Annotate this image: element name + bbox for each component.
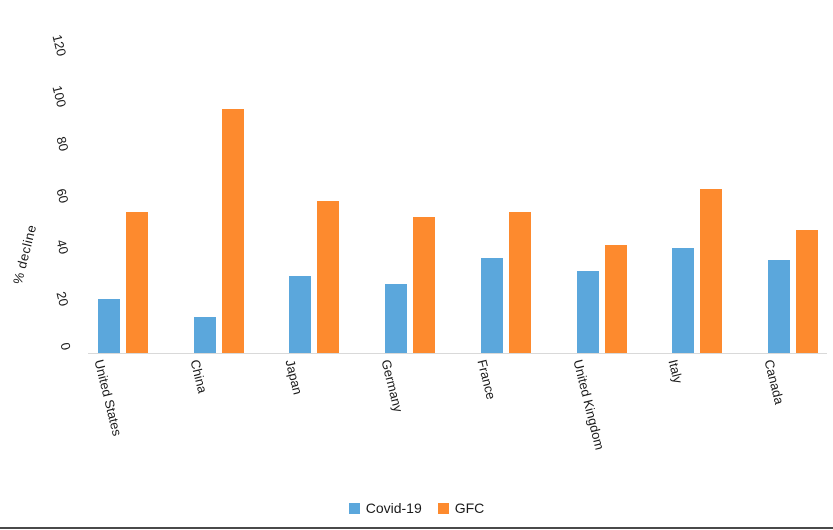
legend-swatch-icon xyxy=(348,502,360,514)
y-axis-title: % decline xyxy=(10,222,40,286)
bar-gfc xyxy=(508,211,531,353)
y-tick-label: 60 xyxy=(53,186,72,205)
y-tick-label: 120 xyxy=(49,32,70,58)
bar-gfc xyxy=(795,229,818,353)
legend-label: GFC xyxy=(454,500,485,516)
x-category-label: China xyxy=(187,358,210,395)
legend: Covid-19 GFC xyxy=(0,500,833,516)
x-category-label: Germany xyxy=(378,358,407,414)
legend-item: Covid-19 xyxy=(348,500,422,516)
bar-covid-19 xyxy=(576,270,599,353)
x-category-label: Canada xyxy=(761,358,787,406)
bar-covid-19 xyxy=(289,275,312,353)
x-category-label: France xyxy=(474,358,499,401)
legend-item: GFC xyxy=(437,500,485,516)
x-category-label: Italy xyxy=(665,358,686,385)
y-tick-label: 80 xyxy=(53,135,72,154)
bar-gfc xyxy=(413,216,436,353)
bar-covid-19 xyxy=(193,317,216,353)
bar-covid-19 xyxy=(98,299,120,353)
bar-gfc xyxy=(604,245,627,353)
bar-gfc xyxy=(317,201,340,353)
x-category-label: United States xyxy=(91,358,125,438)
y-tick-label: 0 xyxy=(57,341,74,352)
bar-covid-19 xyxy=(672,247,695,353)
legend-swatch-icon xyxy=(437,502,449,514)
y-tick-label: 100 xyxy=(49,84,70,109)
x-category-label: United Kingdom xyxy=(569,358,607,452)
bar-gfc xyxy=(126,211,148,353)
x-axis-line xyxy=(88,353,827,354)
y-tick-label: 40 xyxy=(53,238,72,256)
bar-gfc xyxy=(700,188,723,353)
bar-gfc xyxy=(221,108,244,353)
bottom-border-line xyxy=(0,527,833,529)
bar-covid-19 xyxy=(480,257,503,353)
bar-covid-19 xyxy=(385,283,408,353)
x-category-label: Japan xyxy=(282,358,306,396)
legend-label: Covid-19 xyxy=(365,500,422,516)
y-tick-label: 20 xyxy=(53,289,72,308)
bar-covid-19 xyxy=(767,260,790,353)
